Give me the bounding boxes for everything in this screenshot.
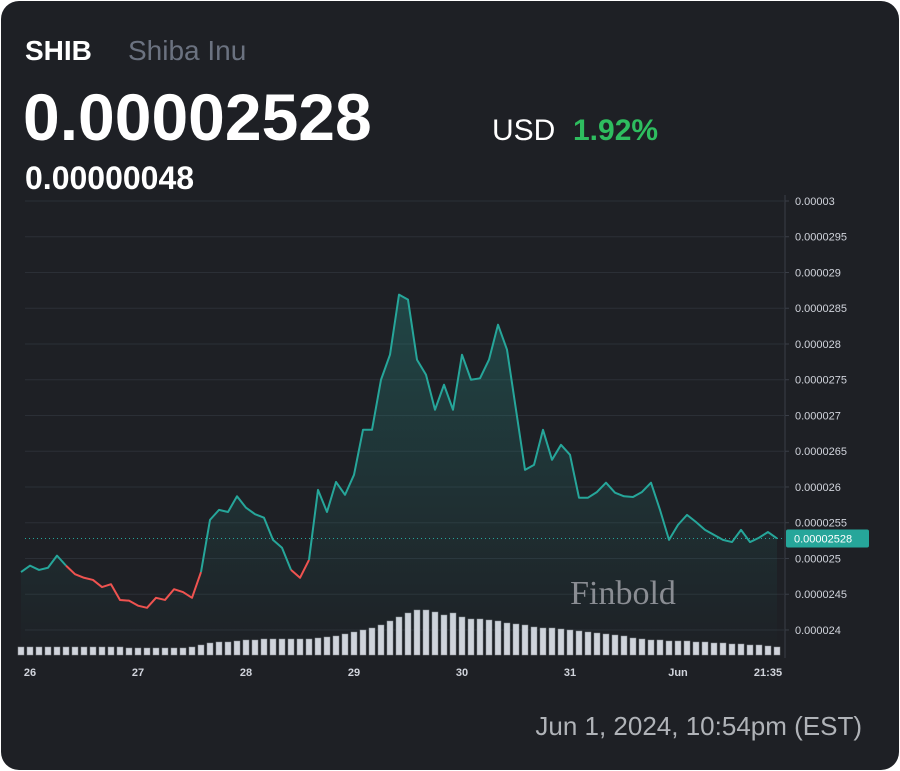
y-tick-label: 0.000027 (795, 410, 841, 422)
last-price-tag (786, 529, 869, 548)
x-tick-label: 21:35 (754, 667, 782, 679)
y-tick-label: 0.000025 (795, 553, 841, 565)
y-tick-label: 0.0000245 (795, 589, 847, 601)
x-tick-label: 31 (564, 667, 576, 679)
y-tick-label: 0.000029 (795, 267, 841, 279)
y-tick-label: 0.0000275 (795, 375, 847, 387)
y-tick-label: 0.000024 (795, 625, 841, 637)
y-tick-label: 0.0000285 (795, 303, 847, 315)
line-segment (65, 564, 202, 609)
last-price-label: 0.00002528 (794, 533, 852, 545)
x-tick-label: 27 (132, 667, 144, 679)
line-segment (200, 495, 292, 573)
currency: USD (492, 114, 555, 147)
x-tick-label: 28 (240, 667, 252, 679)
y-tick-label: 0.0000265 (795, 446, 847, 458)
x-tick-label: 26 (24, 667, 36, 679)
y-tick-label: 0.000026 (795, 482, 841, 494)
x-tick-label: 29 (348, 667, 360, 679)
x-tick-label: Jun (668, 667, 688, 679)
labels: 0.00003 0.0000295 0.000029 0.0000285 0.00002… (24, 196, 869, 679)
line-segment (308, 293, 778, 561)
symbol: SHIB (25, 35, 92, 66)
area (21, 294, 777, 655)
line-segment (290, 559, 310, 579)
y-tick-label: 0.000028 (795, 339, 841, 351)
x-tick-label: 30 (456, 667, 468, 679)
asset-name: Shiba Inu (128, 35, 246, 66)
watermark: Finbold (570, 575, 676, 612)
line-segment (20, 554, 67, 573)
price-line (20, 293, 785, 609)
price: 0.00002528 (23, 80, 372, 154)
area-fill (21, 294, 777, 655)
y-tick-label: 0.0000295 (795, 232, 847, 244)
change: 0.00000048 (25, 160, 194, 196)
y-tick-label: 0.00003 (795, 196, 835, 208)
timestamp: Jun 1, 2024, 10:54pm (EST) (535, 711, 862, 741)
change-percent: 1.92% (573, 114, 658, 147)
y-tick-label: 0.0000255 (795, 518, 847, 530)
